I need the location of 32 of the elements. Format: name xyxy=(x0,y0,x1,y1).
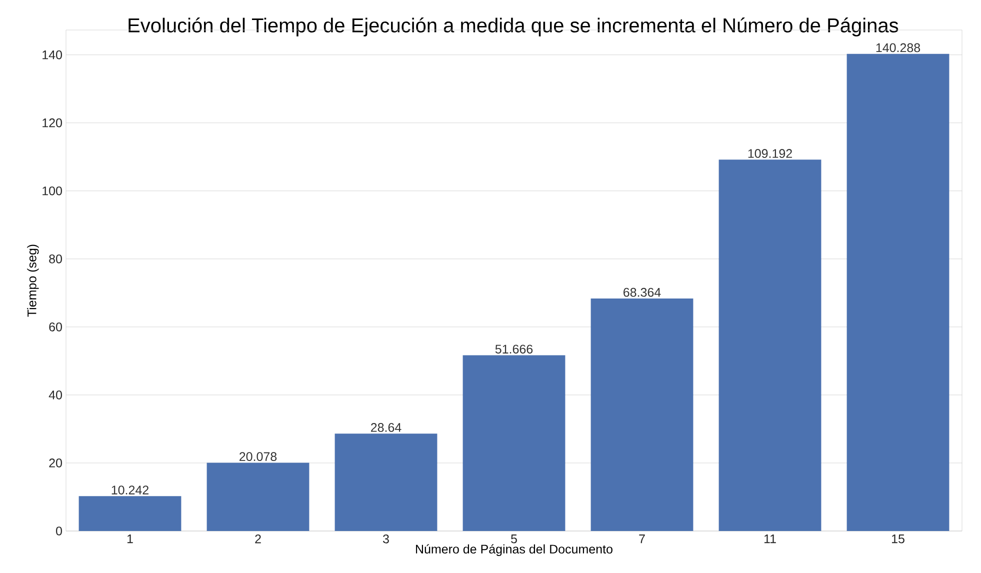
y-axis-title: Tiempo (seg) xyxy=(27,244,39,317)
data-label: 28.64 xyxy=(370,423,402,432)
x-tick-label: 15 xyxy=(892,534,904,544)
y-tick-label: 20 xyxy=(49,458,62,468)
bar xyxy=(846,54,950,531)
x-tick-label: 7 xyxy=(639,534,645,544)
x-tick-label: 3 xyxy=(382,534,389,544)
bar xyxy=(590,298,694,531)
x-tick-label: 11 xyxy=(764,534,776,544)
y-tick-label: 60 xyxy=(49,322,62,332)
y-tick-label: 0 xyxy=(56,526,62,536)
x-axis-title: Número de Páginas del Documento xyxy=(416,544,612,556)
bar xyxy=(206,462,310,531)
bar xyxy=(334,434,438,531)
data-label: 10.242 xyxy=(112,486,148,494)
bar xyxy=(462,355,566,531)
chart-title: Evolución del Tiempo de Ejecución a medida que se incrementa el Número de Páginas xyxy=(128,18,898,36)
x-tick-label: 5 xyxy=(511,534,517,544)
y-tick-label: 120 xyxy=(42,118,62,128)
data-label: 20.078 xyxy=(240,452,277,462)
x-tick-label: 1 xyxy=(127,534,133,544)
data-label: 109.192 xyxy=(748,149,792,158)
y-tick-label: 80 xyxy=(49,254,62,264)
y-tick-label: 100 xyxy=(42,186,62,196)
data-label: 140.288 xyxy=(876,43,920,52)
bar xyxy=(718,160,822,531)
y-tick-label: 40 xyxy=(48,390,62,400)
bar xyxy=(78,496,182,531)
data-label: 51.666 xyxy=(495,344,533,354)
y-tick-label: 140 xyxy=(42,50,62,60)
x-tick-label: 2 xyxy=(255,534,261,544)
data-label: 68.364 xyxy=(624,288,661,297)
